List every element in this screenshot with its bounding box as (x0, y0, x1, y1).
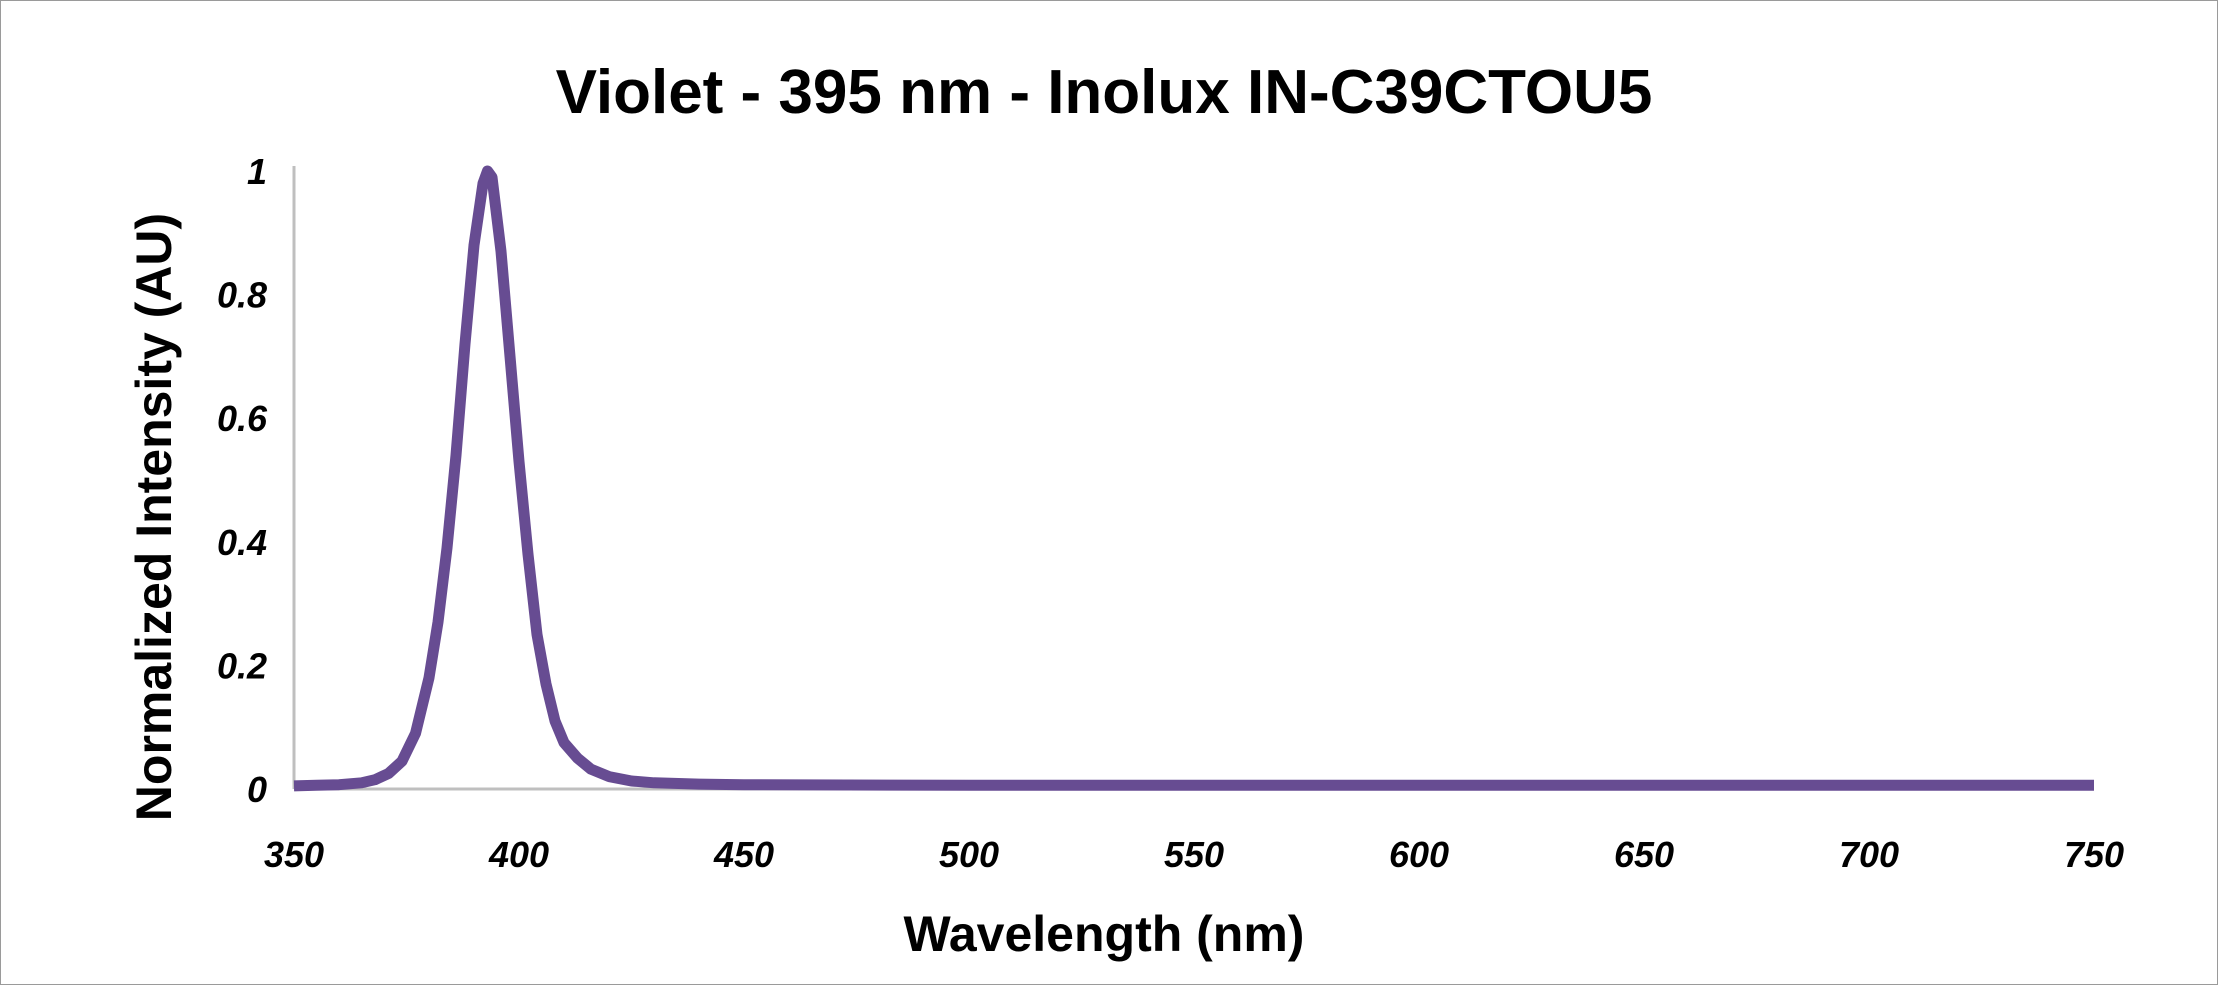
y-tick-label: 0.4 (217, 522, 267, 563)
y-tick-labels: 0 0.2 0.4 0.6 0.8 1 (217, 151, 268, 810)
spectrum-line (293, 165, 2094, 792)
chart-title: Violet - 395 nm - Inolux IN-C39CTOU5 (556, 58, 1653, 127)
x-tick-label: 600 (1389, 834, 1449, 875)
x-tick-label: 400 (488, 834, 549, 875)
x-tick-label: 500 (939, 834, 999, 875)
x-tick-label: 550 (1164, 834, 1224, 875)
x-axis-label: Wavelength (nm) (904, 906, 1305, 962)
x-tick-label: 750 (2064, 834, 2124, 875)
x-tick-label: 450 (713, 834, 774, 875)
x-tick-label: 650 (1614, 834, 1674, 875)
x-tick-label: 700 (1839, 834, 1899, 875)
y-axis-label: Normalized Intensity (AU) (126, 213, 182, 821)
y-tick-label: 0 (247, 769, 267, 810)
y-tick-label: 0.2 (217, 645, 267, 686)
y-tick-label: 1 (247, 151, 267, 192)
x-tick-labels: 350 400 450 500 550 600 650 700 750 (264, 834, 2124, 875)
x-tick-label: 350 (264, 834, 324, 875)
y-tick-label: 0.8 (217, 275, 267, 316)
y-tick-label: 0.6 (217, 398, 268, 439)
